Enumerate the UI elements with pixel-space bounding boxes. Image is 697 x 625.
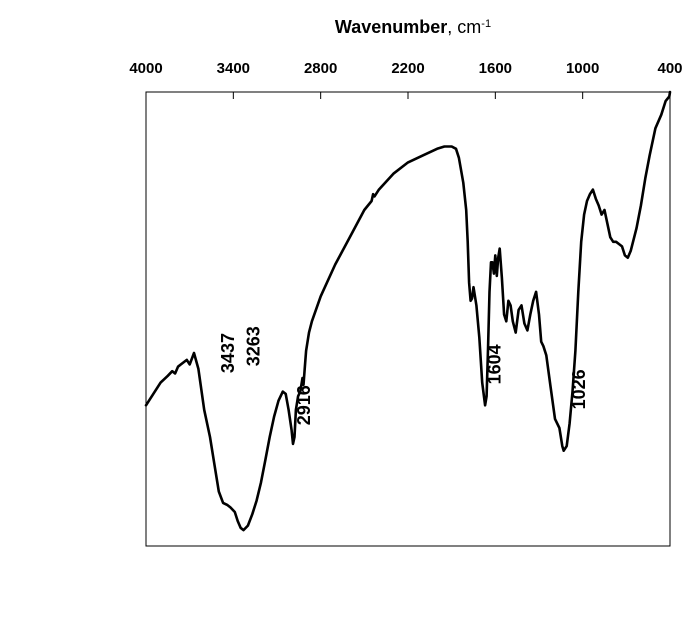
peak-label: 1604: [485, 344, 505, 384]
peak-annotations: 3437 3263 2916 1604 1026: [218, 326, 589, 425]
x-tick-label: 3400: [217, 60, 250, 77]
peak-label: 1026: [569, 369, 589, 409]
x-tick-label: 2800: [304, 60, 337, 77]
plot-area-frame: [145, 91, 671, 547]
spectrum-series: [144, 90, 672, 532]
x-tick-label: 1000: [566, 60, 599, 77]
x-axis-ticks: 4000 3400 2800 2200 1600 1000 400: [129, 60, 683, 99]
peak-label: 3263: [243, 326, 263, 366]
x-tick-label: 400: [657, 60, 682, 77]
peak-label: 3437: [218, 333, 238, 373]
x-axis-title-unit-exponent: -1: [481, 18, 491, 30]
x-axis-title: Wavenumber, cm-1: [335, 17, 491, 37]
x-tick-label: 2200: [391, 60, 424, 77]
x-axis-title-unit: , cm: [447, 17, 481, 37]
spectrum-line: [144, 90, 672, 532]
x-axis-title-main: Wavenumber: [335, 17, 447, 37]
x-tick-label: 4000: [129, 60, 162, 77]
peak-label: 2916: [294, 385, 314, 425]
x-tick-label: 1600: [479, 60, 512, 77]
